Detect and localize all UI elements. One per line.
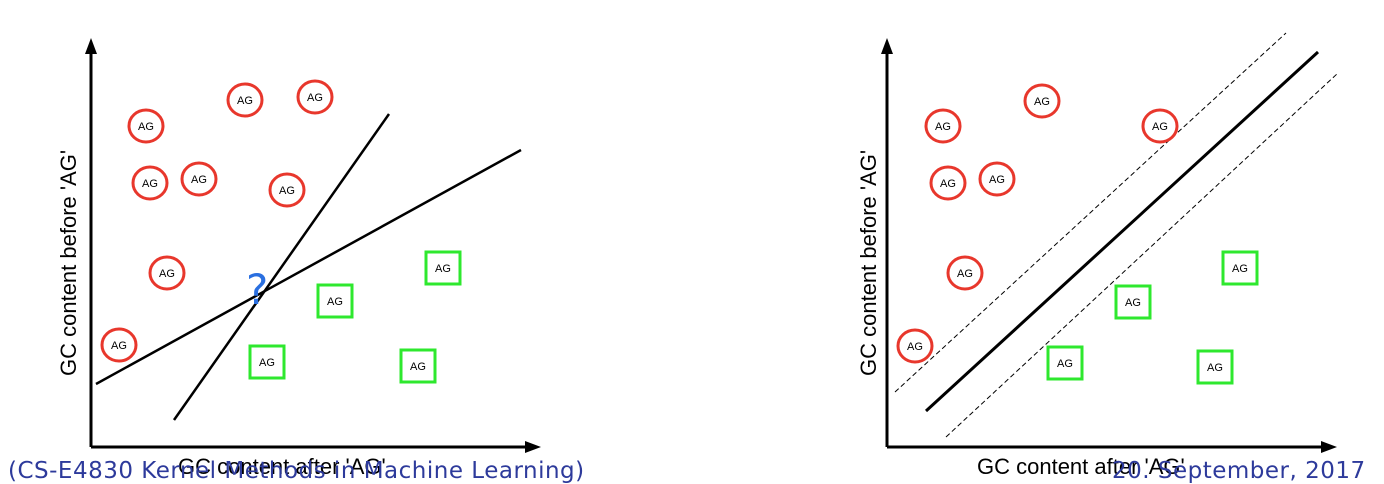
square-marker: AG bbox=[1114, 284, 1152, 320]
x-axis-label: GC content after 'AG' bbox=[178, 454, 386, 479]
left-diagram: ? AG AG AG AG AG AG AG AG AG AG AG AG GC content be… bbox=[0, 0, 692, 479]
right-diagram: AG AG AG AG AG AG AG AG AG AG AG GC content before… bbox=[692, 0, 1384, 479]
circle-marker: AG bbox=[929, 165, 967, 201]
square-marker: AG bbox=[1221, 250, 1259, 286]
circle-marker: AG bbox=[180, 161, 218, 197]
circle-marker: AG bbox=[296, 79, 334, 115]
y-axis-arrow bbox=[881, 38, 893, 54]
svg-text:AG: AG bbox=[191, 174, 207, 186]
left-markers: AG AG AG AG AG AG AG AG AG AG AG AG bbox=[100, 79, 462, 384]
svg-text:AG: AG bbox=[327, 296, 343, 308]
svg-text:AG: AG bbox=[989, 174, 1005, 186]
square-marker: AG bbox=[399, 348, 437, 384]
right-diagram-canvas: AG AG AG AG AG AG AG AG AG AG AG bbox=[881, 32, 1339, 453]
circle-marker: AG bbox=[148, 255, 186, 291]
circle-marker: AG bbox=[226, 82, 264, 118]
svg-text:AG: AG bbox=[279, 185, 295, 197]
x-axis-arrow bbox=[525, 441, 541, 453]
date-footer: 20. September, 2017 bbox=[1112, 458, 1366, 484]
svg-text:AG: AG bbox=[1207, 362, 1223, 374]
candidate-line-steep bbox=[172, 113, 391, 421]
svg-text:AG: AG bbox=[410, 361, 426, 373]
y-axis-label: GC content before 'AG' bbox=[56, 149, 81, 376]
svg-text:AG: AG bbox=[1034, 96, 1050, 108]
svg-text:AG: AG bbox=[907, 341, 923, 353]
x-axis-label: GC content after 'AG' bbox=[977, 454, 1185, 479]
left-diagram-canvas: ? AG AG AG AG AG AG AG AG AG AG AG AG bbox=[85, 38, 541, 453]
course-footer: (CS-E4830 Kernel Methods in Machine Lear… bbox=[8, 458, 585, 484]
svg-text:AG: AG bbox=[111, 340, 127, 352]
separating-line bbox=[924, 50, 1320, 413]
circle-marker: AG bbox=[896, 328, 934, 364]
svg-text:AG: AG bbox=[935, 121, 951, 133]
square-marker: AG bbox=[1046, 345, 1084, 381]
svg-text:AG: AG bbox=[1057, 358, 1073, 370]
margin-line-lower bbox=[945, 72, 1339, 438]
x-axis-arrow bbox=[1321, 441, 1337, 453]
svg-text:AG: AG bbox=[1125, 297, 1141, 309]
svg-text:AG: AG bbox=[307, 92, 323, 104]
circle-marker: AG bbox=[946, 255, 984, 291]
svg-text:AG: AG bbox=[435, 263, 451, 275]
svg-text:AG: AG bbox=[138, 121, 154, 133]
circle-marker: AG bbox=[978, 161, 1016, 197]
circle-marker: AG bbox=[131, 165, 169, 201]
margin-line-upper bbox=[894, 32, 1287, 393]
right-markers: AG AG AG AG AG AG AG AG AG AG AG bbox=[896, 83, 1259, 385]
circle-marker: AG bbox=[924, 108, 962, 144]
svg-text:AG: AG bbox=[142, 178, 158, 190]
square-marker: AG bbox=[1196, 349, 1234, 385]
circle-marker: AG bbox=[1023, 83, 1061, 119]
svg-text:AG: AG bbox=[237, 95, 253, 107]
svg-text:AG: AG bbox=[159, 268, 175, 280]
circle-marker: AG bbox=[1141, 108, 1179, 144]
circle-marker: AG bbox=[100, 327, 138, 363]
svg-text:AG: AG bbox=[1152, 121, 1168, 133]
candidate-line-shallow bbox=[95, 148, 522, 386]
square-marker: AG bbox=[316, 283, 354, 319]
svg-text:AG: AG bbox=[259, 357, 275, 369]
y-axis-label: GC content before 'AG' bbox=[856, 149, 881, 376]
circle-marker: AG bbox=[127, 108, 165, 144]
svg-text:AG: AG bbox=[1232, 263, 1248, 275]
y-axis-arrow bbox=[85, 38, 97, 54]
circle-marker: AG bbox=[268, 172, 306, 208]
svg-text:AG: AG bbox=[940, 178, 956, 190]
square-marker: AG bbox=[424, 250, 462, 286]
question-mark: ? bbox=[246, 265, 268, 314]
svg-text:AG: AG bbox=[957, 268, 973, 280]
square-marker: AG bbox=[248, 344, 286, 380]
